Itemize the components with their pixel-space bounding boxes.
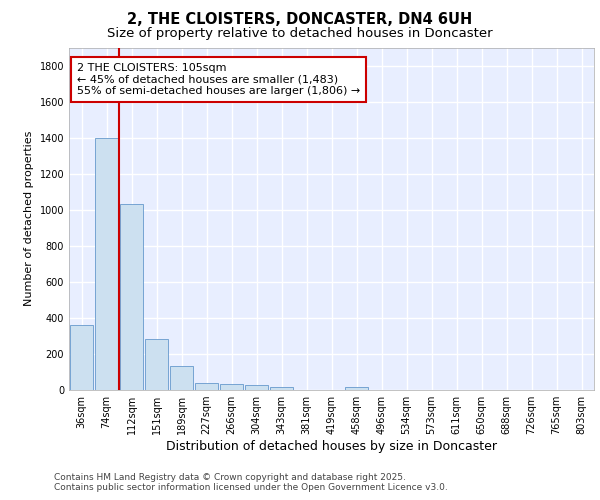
Text: 2 THE CLOISTERS: 105sqm
← 45% of detached houses are smaller (1,483)
55% of semi: 2 THE CLOISTERS: 105sqm ← 45% of detache… — [77, 63, 360, 96]
Bar — [170, 366, 193, 390]
Bar — [70, 325, 94, 390]
Bar — [269, 388, 293, 390]
Text: Size of property relative to detached houses in Doncaster: Size of property relative to detached ho… — [107, 28, 493, 40]
Bar — [95, 138, 118, 390]
Y-axis label: Number of detached properties: Number of detached properties — [24, 131, 34, 306]
Bar — [145, 338, 169, 390]
Bar — [119, 204, 143, 390]
Bar — [194, 383, 218, 390]
Bar — [344, 388, 368, 390]
Bar — [220, 384, 244, 390]
Text: Contains HM Land Registry data © Crown copyright and database right 2025.
Contai: Contains HM Land Registry data © Crown c… — [54, 473, 448, 492]
Text: 2, THE CLOISTERS, DONCASTER, DN4 6UH: 2, THE CLOISTERS, DONCASTER, DN4 6UH — [127, 12, 473, 28]
Bar — [245, 386, 268, 390]
X-axis label: Distribution of detached houses by size in Doncaster: Distribution of detached houses by size … — [166, 440, 497, 453]
